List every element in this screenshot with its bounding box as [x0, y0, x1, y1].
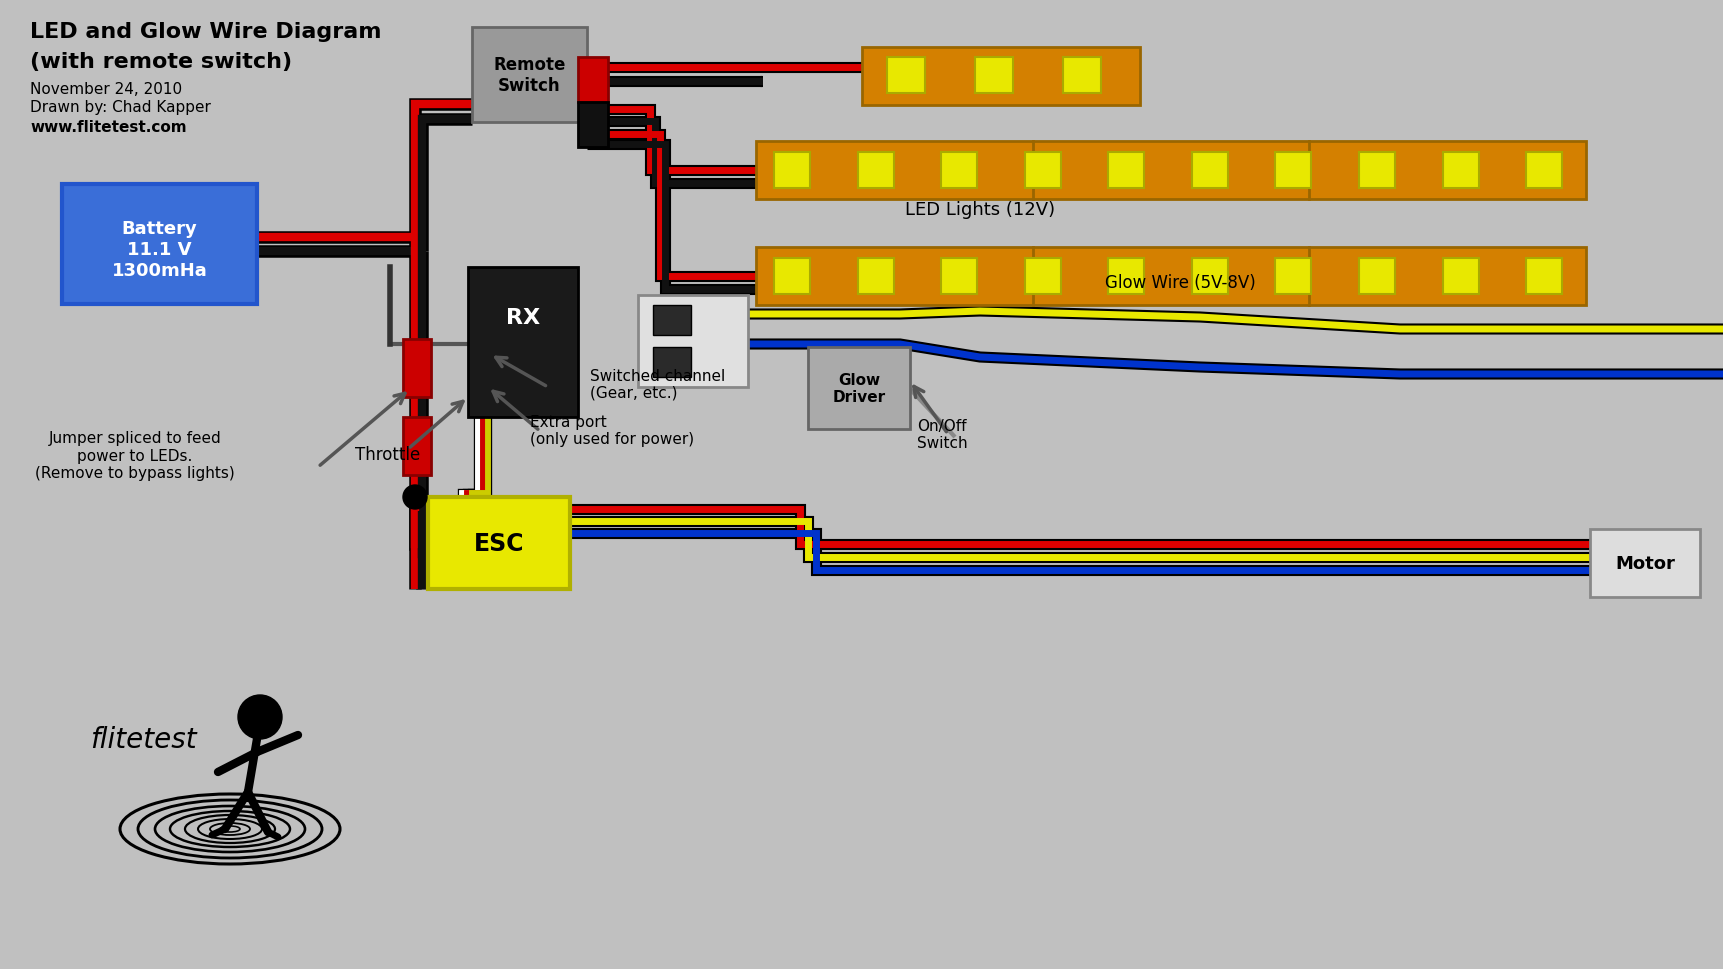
Text: Glow Wire (5V-8V): Glow Wire (5V-8V)	[1104, 273, 1254, 292]
Circle shape	[403, 485, 427, 510]
Text: Jumper spliced to feed
power to LEDs.
(Remove to bypass lights): Jumper spliced to feed power to LEDs. (R…	[34, 431, 234, 481]
FancyBboxPatch shape	[887, 58, 925, 94]
FancyBboxPatch shape	[1108, 153, 1144, 189]
Text: (with remote switch): (with remote switch)	[29, 52, 291, 72]
FancyBboxPatch shape	[862, 47, 1139, 106]
FancyBboxPatch shape	[941, 259, 977, 295]
FancyBboxPatch shape	[975, 58, 1013, 94]
FancyBboxPatch shape	[1191, 259, 1227, 295]
Text: Motor: Motor	[1614, 554, 1675, 573]
FancyBboxPatch shape	[1063, 58, 1101, 94]
FancyBboxPatch shape	[1108, 259, 1144, 295]
FancyBboxPatch shape	[1191, 153, 1227, 189]
FancyBboxPatch shape	[472, 28, 586, 123]
Text: ESC: ESC	[474, 531, 524, 555]
FancyBboxPatch shape	[577, 58, 608, 103]
FancyBboxPatch shape	[1525, 153, 1561, 189]
Text: On/Off
Switch: On/Off Switch	[917, 419, 967, 451]
Text: RX: RX	[505, 308, 539, 328]
FancyBboxPatch shape	[638, 296, 748, 388]
Text: Battery
11.1 V
1300mHa: Battery 11.1 V 1300mHa	[112, 220, 207, 279]
FancyBboxPatch shape	[1275, 259, 1311, 295]
Text: Remote
Switch: Remote Switch	[493, 56, 565, 95]
FancyBboxPatch shape	[1023, 259, 1060, 295]
FancyBboxPatch shape	[756, 141, 1585, 200]
FancyBboxPatch shape	[1275, 153, 1311, 189]
FancyBboxPatch shape	[1589, 529, 1699, 597]
FancyBboxPatch shape	[1358, 259, 1394, 295]
Text: flitetest: flitetest	[90, 725, 196, 753]
FancyBboxPatch shape	[774, 259, 810, 295]
FancyBboxPatch shape	[1023, 153, 1060, 189]
FancyBboxPatch shape	[403, 340, 431, 397]
Text: Drawn by: Chad Kapper: Drawn by: Chad Kapper	[29, 100, 210, 115]
FancyBboxPatch shape	[808, 348, 910, 429]
Text: LED Lights (12V): LED Lights (12V)	[905, 201, 1054, 219]
FancyBboxPatch shape	[653, 305, 691, 335]
Text: November 24, 2010: November 24, 2010	[29, 82, 183, 97]
FancyBboxPatch shape	[62, 185, 257, 304]
FancyBboxPatch shape	[1525, 259, 1561, 295]
FancyBboxPatch shape	[856, 259, 893, 295]
FancyBboxPatch shape	[427, 497, 570, 589]
Text: www.flitetest.com: www.flitetest.com	[29, 120, 186, 135]
Text: Throttle: Throttle	[355, 446, 420, 463]
FancyBboxPatch shape	[856, 153, 893, 189]
Text: Switched channel
(Gear, etc.): Switched channel (Gear, etc.)	[589, 368, 725, 400]
Text: Extra port
(only used for power): Extra port (only used for power)	[529, 414, 694, 447]
FancyBboxPatch shape	[653, 348, 691, 378]
FancyBboxPatch shape	[577, 103, 608, 148]
Circle shape	[238, 696, 283, 739]
FancyBboxPatch shape	[1442, 259, 1478, 295]
FancyBboxPatch shape	[1358, 153, 1394, 189]
Text: Glow
Driver: Glow Driver	[832, 372, 886, 405]
FancyBboxPatch shape	[467, 267, 577, 418]
FancyBboxPatch shape	[1442, 153, 1478, 189]
FancyBboxPatch shape	[941, 153, 977, 189]
Text: LED and Glow Wire Diagram: LED and Glow Wire Diagram	[29, 22, 381, 42]
FancyBboxPatch shape	[774, 153, 810, 189]
FancyBboxPatch shape	[756, 248, 1585, 305]
FancyBboxPatch shape	[403, 418, 431, 476]
